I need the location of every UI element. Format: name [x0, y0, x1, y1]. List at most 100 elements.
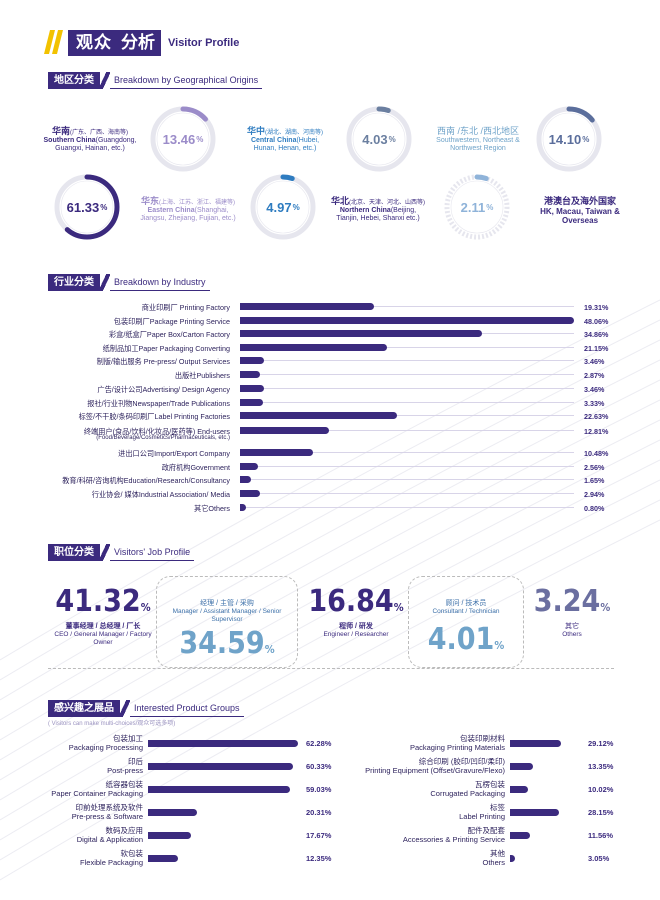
job-cn: 顾问 / 技术员: [445, 600, 487, 607]
industry-label: 进出口公司Import/Export Company: [118, 449, 230, 458]
pct-sign: %: [140, 601, 151, 614]
industry-bar: [240, 449, 313, 456]
pct-sign: %: [600, 601, 611, 614]
product-cn: 数码及应用: [105, 826, 144, 835]
ring-value: 4.97%: [246, 170, 320, 244]
product-value: 17.67%: [306, 831, 332, 840]
industry-label: 广告/设计公司Advertising/ Design Agency: [97, 385, 230, 394]
product-label: 印后 Post-press: [0, 757, 143, 775]
industry-heading-cn: 行业分类: [48, 274, 100, 291]
job-en: Others: [562, 631, 582, 638]
industry-bar: [240, 385, 265, 392]
job-box-manager: [156, 576, 298, 668]
slash-divider: [100, 72, 110, 89]
region-cn: 华东: [140, 196, 159, 206]
region-ring: 2.11%: [440, 170, 514, 244]
product-cn: 纸容器包装: [105, 780, 144, 789]
industry-sublabel: (Food/Beverage/Cosmetics/Pharmaceuticals…: [96, 435, 230, 441]
industry-row: 报社/行业刊物Newspaper/Trade Publications 3.33%: [40, 398, 620, 412]
product-bar: [148, 763, 294, 770]
bar-track: [240, 452, 574, 453]
industry-label: 终端用户(食品/饮料/化妆品/医药等) End-users: [83, 427, 230, 436]
region-ring: 13.46%: [146, 102, 220, 176]
industry-value: 0.80%: [584, 504, 605, 513]
industry-bar: [240, 412, 398, 419]
job-manager: 经理 / 主管 / 采购 Manager / Assistant Manager…: [160, 598, 294, 661]
industry-value: 2.94%: [584, 490, 605, 499]
geo-heading-en: Breakdown by Geographical Origins: [110, 72, 263, 89]
ring-value: 61.33%: [50, 170, 124, 244]
job-value: 16.84: [308, 584, 394, 619]
slash-divider: [120, 700, 130, 717]
product-cn: 标签: [490, 803, 505, 812]
industry-label: 政府机构Government: [161, 463, 230, 472]
region-en: HK, Macau, Taiwan & Overseas: [540, 207, 620, 225]
industry-bar: [240, 490, 261, 497]
region-ring: 4.03%: [342, 102, 416, 176]
product-label: 其他 Others: [0, 849, 505, 867]
industry-value: 48.06%: [584, 317, 609, 326]
product-label: 综合印刷 (胶印/凹印/柔印) Printing Equipment (Offse…: [0, 757, 505, 775]
geo-heading-cn: 地区分类: [48, 72, 100, 89]
job-section-header: 职位分类 Visitors' Job Profile: [48, 544, 195, 561]
product-cn: 瓦楞包装: [475, 780, 505, 789]
industry-row: 制版/输出服务 Pre-press/ Output Services 3.46%: [40, 356, 620, 370]
job-en: CEO / General Manager / Factory Owner: [54, 631, 152, 646]
industry-label: 商业印刷厂 Printing Factory: [141, 303, 230, 312]
bar-track: [240, 430, 574, 431]
industry-row: 广告/设计公司Advertising/ Design Agency 3.46%: [40, 384, 620, 398]
industry-row: 包装印刷厂Package Printing Service 48.06%: [40, 316, 620, 330]
ring-graphic: [54, 174, 120, 240]
region-cn: 华北: [330, 196, 349, 206]
industry-label: 报社/行业刊物Newspaper/Trade Publications: [87, 399, 230, 408]
products-section-header: 感兴趣之展品 Interested Product Groups: [48, 700, 244, 717]
product-en: Pre-press & Software: [71, 812, 143, 821]
product-label: 数码及应用 Digital & Application: [0, 826, 143, 844]
ring-graphic: [346, 106, 412, 172]
bar-track: [240, 507, 574, 508]
region-cn-sub: (上海、江苏、浙江、福建等): [159, 200, 235, 206]
product-en: Packaging Printing Materials: [409, 743, 505, 752]
product-en: Printing Equipment (Offset/Gravure/Flexo…: [365, 766, 505, 775]
bar-track: [240, 347, 574, 348]
job-en: Consultant / Technician: [432, 608, 500, 615]
industry-label: 出版社Publishers: [174, 371, 230, 380]
product-value: 20.31%: [306, 808, 332, 817]
industry-row: 教育/科研/咨询机构Education/Research/Consultancy…: [40, 475, 620, 489]
job-en: Engineer / Researcher: [323, 631, 389, 638]
job-others: 3.24% 其它 Others: [530, 584, 614, 639]
region-southwest: 西南 /东北 /西北地区 Southwestern, Northeast & N…: [428, 124, 528, 153]
industry-bar: [240, 504, 246, 511]
product-cn: 软包装: [120, 849, 144, 858]
page-title-part2: 分析: [115, 30, 161, 56]
region-en: Southern China: [43, 137, 96, 144]
ring-value: 4.03%: [342, 102, 416, 176]
industry-value: 3.33%: [584, 399, 605, 408]
pct-sign: %: [393, 601, 404, 614]
product-cn: 其他: [490, 849, 505, 858]
pct-sign: %: [388, 134, 396, 144]
product-bar: [148, 786, 291, 793]
job-box-consultant: [408, 576, 524, 668]
region-ring: 4.97%: [246, 170, 320, 244]
pct-sign: %: [264, 643, 275, 656]
industry-value: 3.46%: [584, 385, 605, 394]
product-value: 29.12%: [588, 739, 614, 748]
pct-sign: %: [196, 134, 204, 144]
industry-row: 彩盒/纸盒厂Paper Box/Carton Factory 34.86%: [40, 329, 620, 343]
product-bar: [148, 832, 191, 839]
product-label: 纸容器包装 Paper Container Packaging: [0, 780, 143, 798]
job-heading-en: Visitors' Job Profile: [110, 544, 195, 561]
bar-track: [240, 402, 574, 403]
ring-number: 4.97: [266, 199, 292, 215]
industry-bar: [240, 357, 265, 364]
region-southern: 华南(广东、广西、海南等) Southern China(Guangdong, …: [40, 124, 140, 153]
region-ring: 14.10%: [532, 102, 606, 176]
header-stripes: [44, 30, 63, 54]
industry-bar: [240, 399, 264, 406]
industry-label: 行业协会/ 媒体Industrial Association/ Media: [91, 490, 230, 499]
ring-graphic: [250, 174, 316, 240]
product-label: 印前处理系统及软件 Pre-press & Software: [0, 803, 143, 821]
job-value: 34.59: [179, 626, 265, 661]
region-cn-sub: (湖北、湖南、河南等): [265, 130, 323, 136]
